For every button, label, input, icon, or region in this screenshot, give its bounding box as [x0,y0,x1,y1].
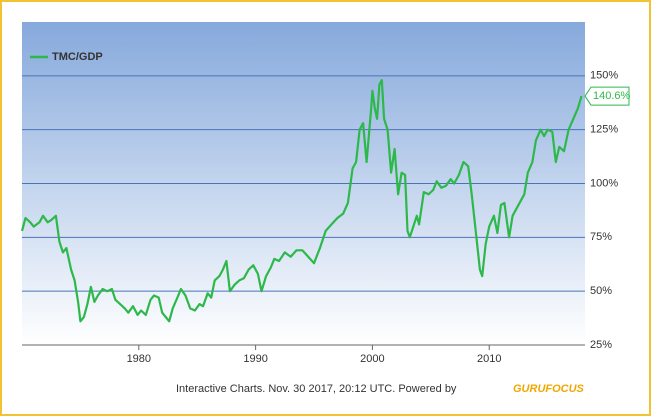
legend-label: TMC/GDP [52,51,103,63]
y-tick-label: 100% [590,177,618,189]
annotation-label: 140.6% [593,90,631,102]
x-tick-label: 2010 [477,353,501,365]
y-tick-label: 125% [590,124,618,136]
logo: GURUFOCUS [513,383,585,395]
line [20,79,583,323]
footer: Interactive Charts. Nov. 30 2017, 20:12 … [176,383,457,395]
x-tick-label: 1990 [243,353,267,365]
y-tick-label: 50% [590,285,612,297]
y-tick-label: 75% [590,231,612,243]
y-tick-label: 25% [590,339,612,351]
annotation-box [584,86,630,106]
x-tick-label: 1980 [127,353,151,365]
x-tick-label: 2000 [360,353,384,365]
y-tick-label: 150% [590,70,618,82]
